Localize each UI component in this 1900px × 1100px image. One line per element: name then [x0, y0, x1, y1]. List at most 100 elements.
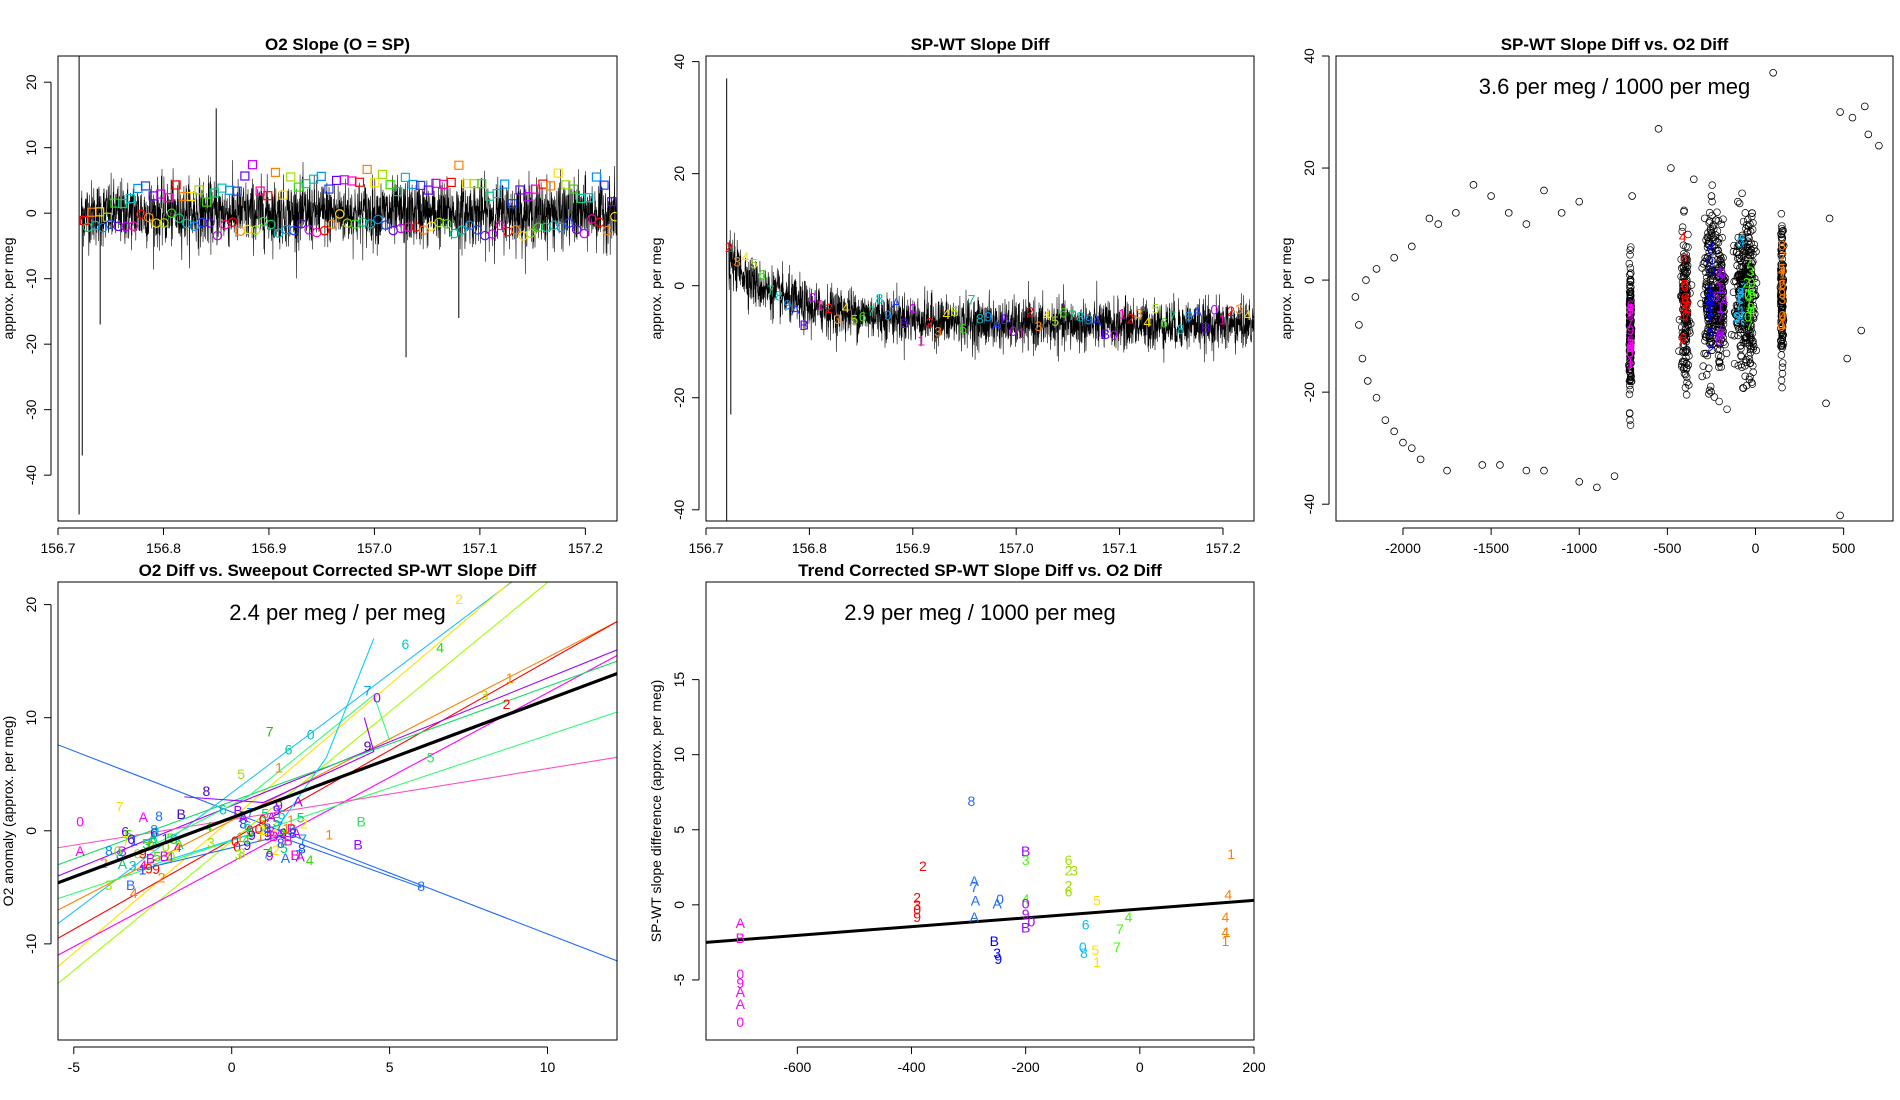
scatter-point: [1685, 326, 1694, 335]
circle-marker: [273, 228, 284, 238]
x-tick-label: 156.8: [146, 540, 181, 556]
scatter-point: [1708, 181, 1716, 189]
scatter-point: [1745, 222, 1753, 231]
scatter-point: [1748, 212, 1756, 221]
cluster-label: 1: [1684, 290, 1692, 306]
scatter-point: [1702, 278, 1711, 286]
square-marker: [454, 160, 464, 170]
cluster-label: 7: [263, 845, 271, 861]
scatter-point: [1703, 304, 1711, 313]
scatter-point: [1716, 329, 1724, 338]
digit-marker: 2: [1227, 303, 1235, 319]
x-tick-label: -5: [68, 1059, 81, 1075]
cluster-label: 5: [280, 840, 288, 856]
scatter-point: [1746, 220, 1754, 228]
scatter-point: [1702, 330, 1711, 339]
scatter-point: [1710, 242, 1719, 250]
cluster-label: 5: [247, 824, 255, 840]
circle-marker: [281, 224, 292, 235]
point-label: B: [176, 806, 185, 822]
scatter-point: [1744, 250, 1753, 259]
x-tick-label: 156.9: [895, 540, 930, 556]
chart-title: O2 Diff vs. Sweepout Corrected SP-WT Slo…: [139, 561, 537, 580]
cluster-label: 0: [1744, 287, 1752, 303]
y-axis-label: O2 anomaly (approx. per meg): [0, 716, 16, 907]
scatter-point: [1683, 256, 1692, 264]
point-label: 8: [1080, 945, 1088, 961]
scatter-point: [1716, 345, 1724, 354]
cluster-label: 2: [158, 869, 166, 885]
digit-marker: A: [1193, 303, 1203, 319]
scatter-point: [1677, 323, 1686, 332]
outlier-point: [1667, 164, 1675, 172]
cluster-label: 0: [255, 821, 263, 837]
scatter-point: [1627, 299, 1635, 308]
cluster-label: 7: [1626, 358, 1634, 374]
point-label: A: [971, 892, 981, 908]
x-tick-label: -2000: [1385, 540, 1421, 556]
digit-marker: 9: [783, 297, 791, 313]
outlier-point: [1540, 466, 1548, 475]
square-marker: [568, 184, 579, 194]
cluster-label: 6: [238, 808, 246, 824]
cluster-label: 0: [1715, 332, 1723, 348]
scatter-point: [1777, 308, 1786, 316]
scatter-point: [1778, 322, 1787, 331]
cluster-label: 1: [257, 828, 265, 844]
scatter-point: [1778, 222, 1786, 230]
point-label: 2: [455, 591, 463, 607]
square-marker: [217, 183, 227, 193]
point-label: 8: [203, 783, 211, 799]
scatter-point: [1703, 327, 1712, 336]
digit-marker: 3: [733, 254, 741, 270]
scatter-point: [1625, 360, 1634, 368]
scatter-point: [1741, 256, 1749, 265]
point-label: A: [992, 895, 1002, 911]
cluster-label: 7: [122, 832, 130, 848]
cluster-label: A: [295, 849, 305, 865]
regression-line: [706, 898, 1254, 944]
digit-marker: 9: [1185, 308, 1193, 324]
scatter-point: [1733, 242, 1742, 251]
circle-marker: [380, 220, 391, 230]
cluster-label: 4: [1748, 303, 1756, 319]
group-fit-line: [58, 756, 617, 849]
scatter-point: [1743, 286, 1751, 295]
cluster-label: 6: [1715, 328, 1723, 344]
cluster-label: 8: [289, 825, 297, 841]
circle-marker: [526, 228, 536, 239]
digit-marker: 4: [1143, 314, 1151, 330]
cluster-label: 3: [1706, 286, 1714, 302]
circle-marker: [250, 225, 261, 235]
scatter-point: [1698, 372, 1706, 381]
scatter-point: [1709, 340, 1717, 348]
scatter-point: [1626, 288, 1635, 296]
scatter-point: [1626, 330, 1635, 339]
outlier-point: [1399, 438, 1407, 447]
digit-marker: 5: [850, 312, 858, 328]
scatter-point: [1679, 365, 1688, 373]
scatter-point: [1714, 217, 1723, 225]
scatter-point: [1625, 390, 1634, 399]
scatter-point: [1776, 324, 1785, 333]
outlier-point: [1575, 477, 1584, 486]
scatter-point: [1777, 265, 1785, 274]
x-tick-label: 10: [540, 1059, 556, 1075]
circle-marker: [327, 219, 337, 229]
y-axis: -5 0 5 10 15: [671, 672, 700, 986]
outlier-point: [1825, 214, 1834, 223]
scatter-point: [1749, 314, 1758, 323]
y-axis-label: SP-WT slope difference (approx. per meg): [648, 680, 664, 943]
plot-frame: [57, 55, 618, 522]
cluster-label: A: [239, 809, 249, 825]
scatter-point: [1626, 264, 1635, 272]
cluster-label: 3: [259, 816, 267, 832]
y-tick-label: 20: [23, 74, 39, 90]
cluster-label: 1: [1779, 266, 1787, 282]
plot-area: [78, 56, 617, 515]
scatter-point: [1779, 331, 1788, 339]
digit-marker: 4: [842, 300, 850, 316]
cluster-label: B: [287, 821, 296, 837]
digit-marker: 0: [1110, 327, 1118, 343]
